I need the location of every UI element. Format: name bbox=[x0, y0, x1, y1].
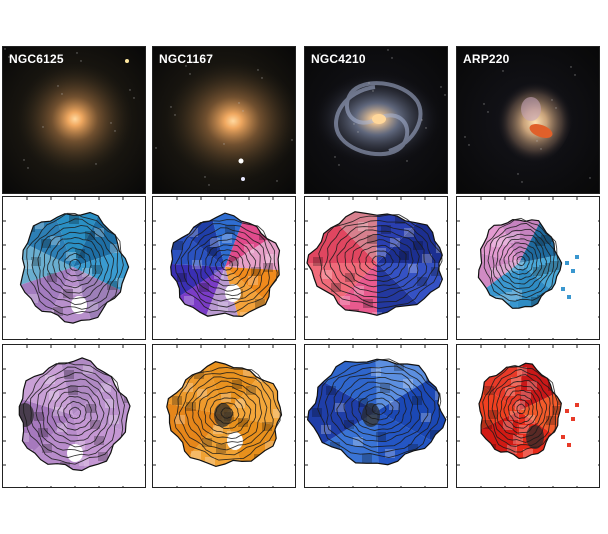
galaxy-name-label: ARP220 bbox=[463, 52, 510, 66]
dark-region bbox=[214, 403, 232, 427]
spiral-arms bbox=[334, 81, 423, 157]
axis-ticks bbox=[3, 197, 145, 339]
galaxy-image: NGC6125 bbox=[2, 46, 146, 194]
axis-ticks bbox=[305, 345, 447, 487]
outlier-spaxels bbox=[561, 255, 579, 299]
galaxy-photo bbox=[457, 47, 599, 193]
galaxy-image: NGC1167 bbox=[152, 46, 296, 194]
velocity-map bbox=[456, 196, 600, 340]
map-outline bbox=[306, 211, 444, 316]
galaxy-name-label: NGC4210 bbox=[311, 52, 366, 66]
contour-lines bbox=[482, 364, 559, 453]
axis-ticks bbox=[3, 345, 145, 487]
axis-ticks bbox=[457, 197, 599, 339]
map-outline bbox=[306, 358, 447, 466]
axis-ticks bbox=[153, 345, 295, 487]
masked-star bbox=[225, 284, 241, 302]
spaxel-sectors bbox=[478, 219, 562, 309]
contour-lines bbox=[318, 214, 443, 309]
axis-ticks bbox=[305, 197, 447, 339]
dispersion-map bbox=[2, 344, 146, 488]
contour-lines bbox=[173, 366, 281, 461]
galaxy-body bbox=[17, 63, 133, 175]
map-outline bbox=[166, 361, 283, 468]
velocity-map bbox=[304, 196, 448, 340]
dark-region bbox=[362, 403, 380, 427]
column-ngc4210: NGC4210 bbox=[304, 46, 448, 488]
dispersion-map bbox=[456, 344, 600, 488]
spaxel-sectors bbox=[170, 213, 280, 317]
column-ngc1167: NGC1167 bbox=[152, 46, 296, 488]
outlier-spaxels bbox=[561, 403, 579, 447]
map-outline bbox=[19, 211, 130, 324]
galaxy-photo bbox=[305, 47, 447, 193]
contour-lines bbox=[22, 362, 125, 465]
galaxy-image: NGC4210 bbox=[304, 46, 448, 194]
map-outline bbox=[477, 218, 563, 309]
dispersion-map bbox=[304, 344, 448, 488]
contour-lines bbox=[317, 358, 442, 459]
galaxy-body bbox=[497, 81, 574, 163]
velocity-map bbox=[2, 196, 146, 340]
galaxy-photo bbox=[153, 47, 295, 193]
contour-lines bbox=[483, 217, 559, 302]
galaxy-photo bbox=[3, 47, 145, 193]
galaxy-name-label: NGC6125 bbox=[9, 52, 64, 66]
axis-ticks bbox=[457, 345, 599, 487]
velocity-map bbox=[152, 196, 296, 340]
axis-ticks bbox=[153, 197, 295, 339]
map-outline bbox=[170, 212, 281, 318]
galaxy-name-label: NGC1167 bbox=[159, 52, 214, 66]
galaxy-body bbox=[165, 61, 295, 181]
masked-star bbox=[227, 432, 243, 450]
dark-region bbox=[526, 425, 544, 449]
masked-star bbox=[67, 444, 83, 462]
column-arp220: ARP220 bbox=[456, 46, 600, 488]
dispersion-map bbox=[152, 344, 296, 488]
galaxy-image: ARP220 bbox=[456, 46, 600, 194]
contour-lines bbox=[26, 212, 124, 316]
map-outline bbox=[478, 362, 562, 460]
contour-lines bbox=[174, 219, 278, 313]
column-ngc6125: NGC6125 bbox=[2, 46, 146, 488]
spaxel-texture bbox=[22, 215, 129, 324]
map-outline bbox=[18, 357, 131, 472]
